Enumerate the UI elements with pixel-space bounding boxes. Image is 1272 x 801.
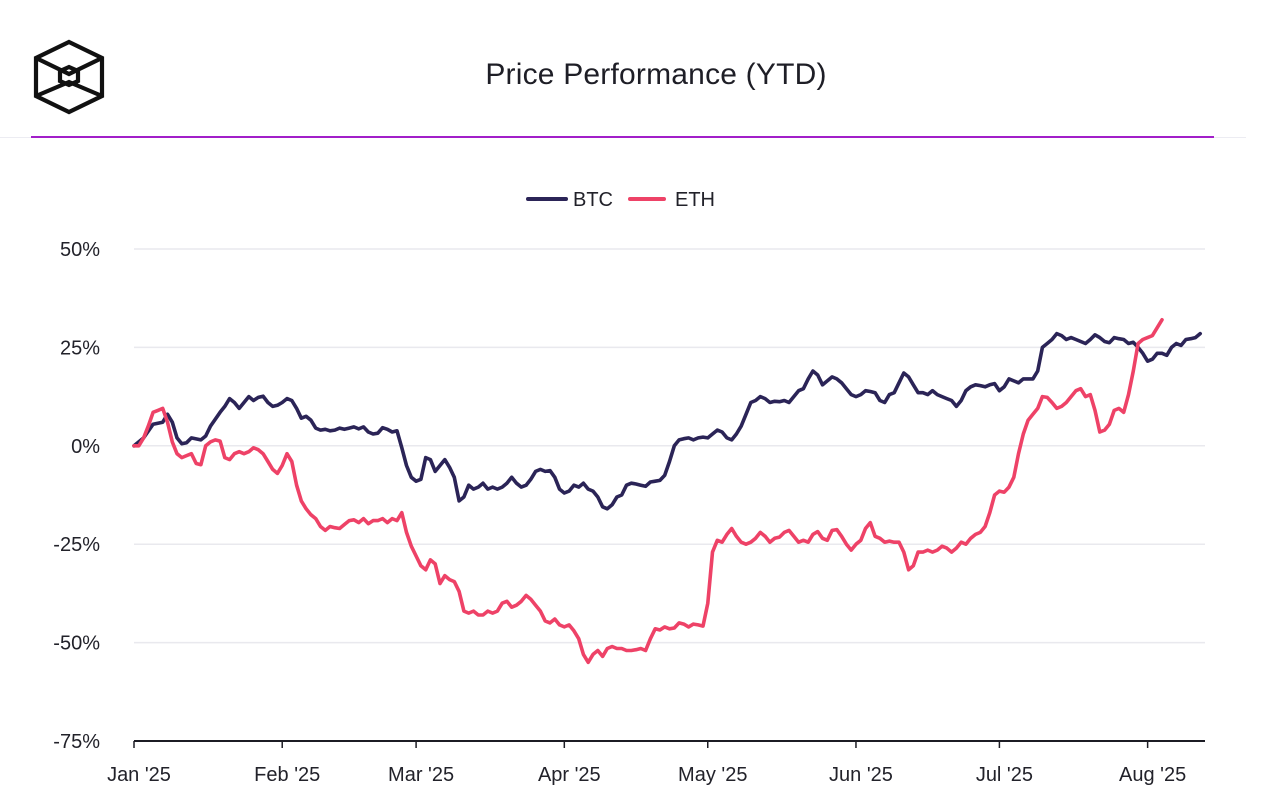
y-tick-label: 50% xyxy=(60,239,100,261)
header-rule-left xyxy=(0,137,31,138)
header-accent-rule xyxy=(31,136,1214,138)
series-line-btc xyxy=(132,331,1202,511)
x-tick-label: Jul '25 xyxy=(976,764,1033,786)
y-tick-label: -25% xyxy=(53,534,100,556)
x-tick-label: May '25 xyxy=(678,764,747,786)
x-tick-label: Aug '25 xyxy=(1119,764,1186,786)
page-title: Price Performance (YTD) xyxy=(485,58,827,91)
gridlines xyxy=(134,248,1205,644)
header-rule-right xyxy=(1214,137,1246,138)
x-tick-label: Jan '25 xyxy=(107,764,171,786)
y-axis-ticks: -75% -50% -25% 0% 25% 50% xyxy=(53,239,100,753)
legend: BTC ETH xyxy=(526,189,715,211)
x-tick-label: Mar '25 xyxy=(388,764,454,786)
header: Price Performance (YTD) xyxy=(0,0,1272,138)
x-tick-label: Feb '25 xyxy=(254,764,320,786)
x-axis-ticks: Jan '25 Feb '25 Mar '25 Apr '25 May '25 Jun '… xyxy=(107,741,1186,786)
cube-logo-icon xyxy=(33,39,105,115)
y-tick-label: 0% xyxy=(71,436,100,458)
y-tick-label: 25% xyxy=(60,337,100,359)
y-tick-label: -50% xyxy=(53,633,100,655)
series-line-eth xyxy=(132,318,1164,665)
x-tick-label: Jun '25 xyxy=(829,764,893,786)
y-tick-label: -75% xyxy=(53,731,100,753)
x-tick-label: Apr '25 xyxy=(538,764,601,786)
legend-btc-label: BTC xyxy=(573,189,613,211)
legend-eth-label: ETH xyxy=(675,189,715,211)
series-lines xyxy=(132,318,1202,665)
